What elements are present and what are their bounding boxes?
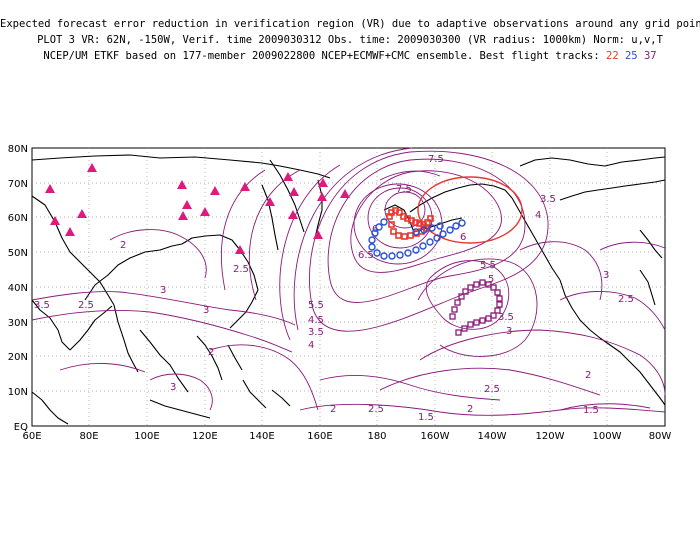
lat-label: EQ (14, 422, 28, 433)
contour-label: 2.5 (618, 294, 634, 305)
contour-label: 2 (120, 240, 126, 251)
lat-label: 80N (8, 144, 28, 155)
observation-stations (45, 163, 350, 254)
lat-label: 50N (8, 248, 28, 259)
lon-label: 120W (536, 431, 565, 442)
contour-label: 5.5 (480, 260, 496, 271)
contour-label: 4 (308, 340, 314, 351)
contour-label: 2.5 (484, 384, 500, 395)
contour-label: 6.5 (358, 250, 374, 261)
contour-label: 5.5 (308, 300, 324, 311)
longitude-labels: 60E 80E 100E 120E 140E 160E 180 160W 140… (22, 431, 671, 442)
flight-track-25 (368, 218, 466, 260)
contour-labels: 7.5 7.5 6.5 6 6 5.5 5.5 5 4.5 4 3.5 3.5 … (34, 154, 634, 423)
contour-label: 3.5 (498, 312, 514, 323)
contour-label: 4 (535, 210, 541, 221)
lon-label: 160E (307, 431, 332, 442)
lon-label: 60E (22, 431, 41, 442)
contour-label: 3 (160, 285, 166, 296)
graticule (32, 148, 665, 426)
lon-label: 80E (79, 431, 98, 442)
lon-label: 100W (593, 431, 622, 442)
lon-label: 100E (134, 431, 159, 442)
title-line-3-text: NCEP/UM ETKF based on 177-member 2009022… (43, 50, 600, 62)
contour-label: 1.5 (418, 412, 434, 423)
contour-label: 2.5 (233, 264, 249, 275)
contour-label: 3 (203, 305, 209, 316)
latitude-labels: EQ 10N 20N 30N 40N 50N 60N 70N 80N (8, 144, 28, 433)
lon-label: 180 (367, 431, 386, 442)
contour-label: 3.5 (34, 300, 50, 311)
lon-label: 120E (192, 431, 217, 442)
lat-label: 40N (8, 283, 28, 294)
map-title-line-2: PLOT 3 VR: 62N, -150W, Verif. time 20090… (37, 34, 663, 46)
map-title-line-3: NCEP/UM ETKF based on 177-member 2009022… (0, 50, 700, 62)
contour-label: 2.5 (78, 300, 94, 311)
track-25-label: 25 (624, 50, 638, 62)
lat-label: 70N (8, 179, 28, 190)
flight-track-37 (449, 279, 503, 336)
lat-label: 10N (8, 387, 28, 398)
contour-label: 6 (460, 232, 466, 243)
contour-label: 3.5 (540, 194, 556, 205)
contour-label: 2 (208, 347, 214, 358)
coastlines (31, 154, 666, 425)
verification-region-circle (417, 176, 523, 244)
contours (31, 147, 666, 416)
map-title-line-1: Expected forecast error reduction in ver… (0, 18, 700, 30)
lon-label: 140W (478, 431, 507, 442)
lat-label: 60N (8, 213, 28, 224)
lon-label: 80W (649, 431, 672, 442)
contour-label: 1.5 (583, 405, 599, 416)
lon-label: 160W (421, 431, 450, 442)
contour-label: 5 (488, 274, 494, 285)
contour-label: 3 (603, 270, 609, 281)
contour-label: 7.5 (428, 154, 444, 165)
contour-label: 3 (506, 326, 512, 337)
lat-label: 20N (8, 352, 28, 363)
lat-label: 30N (8, 318, 28, 329)
contour-label: 2.5 (368, 404, 384, 415)
contour-label: 3.5 (308, 327, 324, 338)
lon-label: 140E (249, 431, 274, 442)
contour-label: 2 (467, 404, 473, 415)
contour-label: 2 (330, 404, 336, 415)
contour-label: 3 (170, 382, 176, 393)
contour-label: 4.5 (308, 315, 324, 326)
contour-label: 7.5 (396, 184, 412, 195)
track-37-label: 37 (643, 50, 657, 62)
track-22-label: 22 (606, 50, 619, 62)
contour-label: 2 (585, 370, 591, 381)
